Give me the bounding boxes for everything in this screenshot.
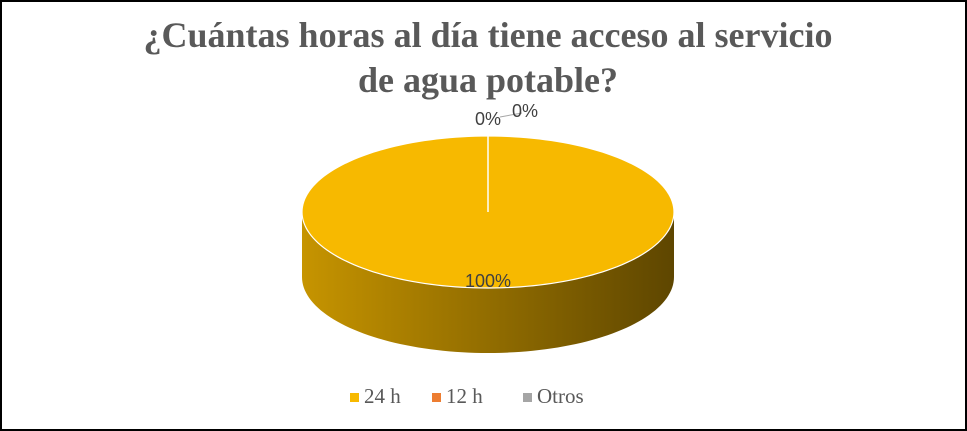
chart-title: ¿Cuántas horas al día tiene acceso al se… [144,15,833,55]
legend-label: 24 h [364,384,401,408]
data-label: 0% [475,109,501,129]
chart-title: de agua potable? [358,60,618,100]
legend-swatch [350,393,359,402]
legend-swatch [523,393,532,402]
legend-label: 12 h [446,384,483,408]
data-label: 0% [512,101,538,121]
data-label: 100% [465,271,511,291]
legend-swatch [432,393,441,402]
leader-line [499,112,523,118]
slice-side [302,212,674,353]
legend-label: Otros [537,384,584,408]
